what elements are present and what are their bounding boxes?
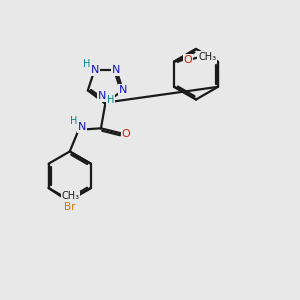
Text: N: N [77, 122, 86, 132]
Text: H: H [70, 116, 77, 127]
Text: CH₃: CH₃ [198, 52, 216, 62]
Text: O: O [184, 55, 192, 65]
Text: H: H [107, 95, 115, 105]
Text: CH₃: CH₃ [61, 191, 80, 201]
Text: N: N [90, 65, 99, 75]
Text: N: N [119, 85, 127, 95]
Text: Br: Br [64, 202, 76, 212]
Text: N: N [112, 65, 120, 75]
Text: O: O [122, 129, 130, 139]
Text: N: N [98, 91, 106, 101]
Text: H: H [82, 59, 90, 69]
